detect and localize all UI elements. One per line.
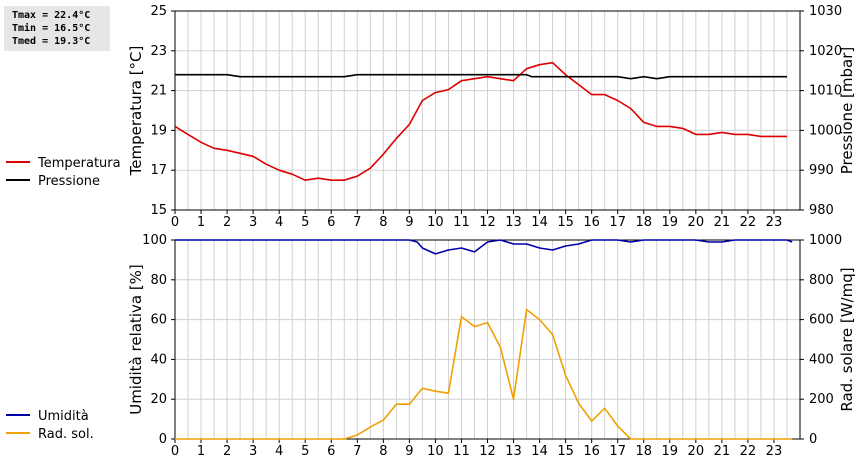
lower-xtick-label: 21 (714, 444, 731, 459)
lower-ytick-label: 80 (150, 273, 167, 288)
lower-xtick-label: 12 (479, 444, 496, 459)
upper-xtick-label: 19 (662, 215, 679, 230)
lower-xtick-label: 3 (249, 444, 257, 459)
lower-y2tick-label: 600 (809, 313, 834, 328)
upper-xtick-label: 12 (479, 215, 496, 230)
lower-xtick-label: 20 (688, 444, 705, 459)
series-line-pressione (175, 73, 787, 80)
upper-xtick-label: 14 (531, 215, 548, 230)
upper-y2tick-label: 990 (809, 163, 834, 178)
lower-xtick-label: 6 (327, 444, 335, 459)
lower-y2tick-label: 800 (809, 273, 834, 288)
lower-ytick-label: 40 (150, 352, 167, 367)
upper-xtick-label: 17 (609, 215, 626, 230)
series-line-umidit (175, 239, 793, 255)
tmax-text: Tmax = 22.4°C (12, 10, 91, 21)
upper-ytick-label: 21 (150, 84, 167, 99)
upper-xtick-label: 9 (405, 215, 413, 230)
series-line-temperatura (174, 61, 787, 181)
lower-ytick-label: 20 (150, 392, 167, 407)
upper-y2tick-label: 1000 (809, 123, 842, 138)
lower-ylabel: Umidità relativa [%] (127, 264, 145, 415)
upper-xtick-label: 2 (223, 215, 231, 230)
legend-label: Umidità (38, 409, 89, 424)
lower-ytick-label: 0 (159, 432, 167, 447)
upper-xtick-label: 6 (327, 215, 335, 230)
lower-y2tick-label: 400 (809, 352, 834, 367)
lower-xtick-label: 15 (557, 444, 574, 459)
lower-xtick-label: 7 (353, 444, 361, 459)
upper-y2tick-label: 1020 (809, 44, 842, 59)
upper-y2tick-label: 1010 (809, 84, 842, 99)
upper-xtick-label: 5 (301, 215, 309, 230)
upper-xtick-label: 20 (688, 215, 705, 230)
upper-xtick-label: 3 (249, 215, 257, 230)
lower-ytick-label: 100 (142, 233, 167, 248)
lower-xtick-label: 23 (766, 444, 783, 459)
legend-label: Pressione (38, 174, 100, 189)
upper-ylabel: Temperatura [°C] (127, 46, 145, 177)
lower-xtick-label: 2 (223, 444, 231, 459)
lower-xtick-label: 14 (531, 444, 548, 459)
lower-xtick-label: 10 (427, 444, 444, 459)
upper-ytick-label: 23 (150, 44, 167, 59)
upper-ytick-label: 25 (150, 4, 167, 19)
upper-ytick-label: 15 (150, 203, 167, 218)
lower-xtick-label: 4 (275, 444, 283, 459)
upper-y2tick-label: 1030 (809, 4, 842, 19)
upper-ytick-label: 19 (150, 123, 167, 138)
lower-xtick-label: 0 (171, 444, 179, 459)
upper-xtick-label: 18 (635, 215, 652, 230)
upper-xtick-label: 7 (353, 215, 361, 230)
upper-xtick-label: 10 (427, 215, 444, 230)
lower-y2label: Rad. solare [W/mq] (838, 267, 856, 411)
upper-xtick-label: 13 (505, 215, 522, 230)
upper-xtick-label: 15 (557, 215, 574, 230)
upper-xtick-label: 11 (453, 215, 470, 230)
upper-xtick-label: 8 (379, 215, 387, 230)
tmed-text: Tmed = 19.3°C (12, 36, 91, 47)
upper-xtick-label: 0 (171, 215, 179, 230)
lower-y2tick-label: 0 (809, 432, 817, 447)
upper-ytick-label: 17 (150, 163, 167, 178)
lower-xtick-label: 16 (583, 444, 600, 459)
lower-xtick-label: 13 (505, 444, 522, 459)
lower-xtick-label: 8 (379, 444, 387, 459)
lower-ytick-label: 60 (150, 313, 167, 328)
lower-xtick-label: 18 (635, 444, 652, 459)
upper-y2tick-label: 980 (809, 203, 834, 218)
lower-xtick-label: 11 (453, 444, 470, 459)
lower-xtick-label: 22 (740, 444, 757, 459)
upper-xtick-label: 22 (740, 215, 757, 230)
upper-xtick-label: 1 (197, 215, 205, 230)
legend-label: Temperatura (37, 156, 121, 171)
lower-xtick-label: 1 (197, 444, 205, 459)
lower-xtick-label: 19 (662, 444, 679, 459)
lower-xtick-label: 5 (301, 444, 309, 459)
lower-y2tick-label: 200 (809, 392, 834, 407)
legend-label: Rad. sol. (38, 427, 94, 442)
lower-xtick-label: 9 (405, 444, 413, 459)
upper-xtick-label: 23 (766, 215, 783, 230)
upper-xtick-label: 4 (275, 215, 283, 230)
lower-y2tick-label: 1000 (809, 233, 842, 248)
upper-xtick-label: 16 (583, 215, 600, 230)
tmin-text: Tmin = 16.5°C (12, 23, 91, 34)
lower-xtick-label: 17 (609, 444, 626, 459)
upper-xtick-label: 21 (714, 215, 731, 230)
upper-y2label: Pressione [mbar] (838, 47, 856, 175)
stats-box: Tmax = 22.4°C Tmin = 16.5°C Tmed = 19.3°… (4, 6, 110, 51)
series-line-rad-sol (175, 308, 793, 440)
